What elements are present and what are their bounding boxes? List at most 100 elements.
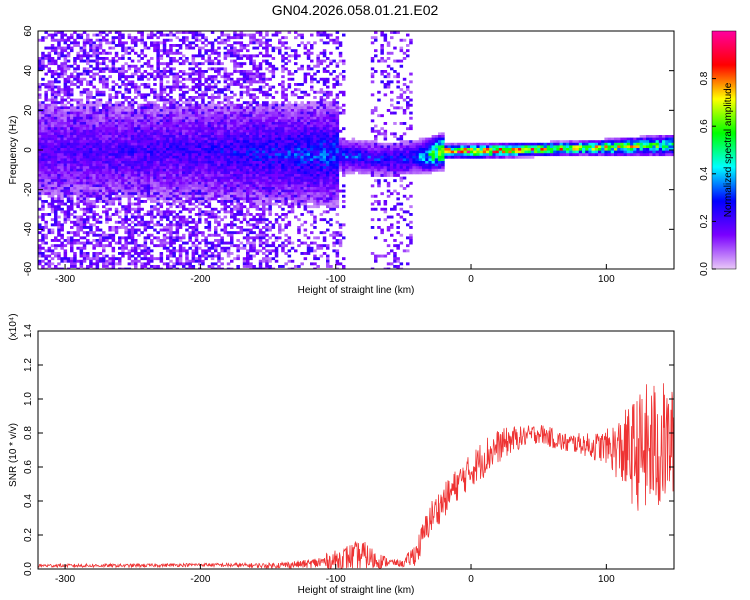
heatmap-cell bbox=[239, 197, 244, 201]
heatmap-cell bbox=[76, 140, 80, 144]
heatmap-cell bbox=[271, 176, 276, 180]
heatmap-cell bbox=[108, 106, 112, 110]
heatmap-cell bbox=[271, 174, 276, 177]
heatmap-cell bbox=[150, 168, 154, 172]
heatmap-cell bbox=[114, 257, 119, 261]
heatmap-cell bbox=[172, 116, 176, 120]
heatmap-cell bbox=[223, 168, 228, 172]
heatmap-cell bbox=[86, 98, 90, 102]
heatmap-cell bbox=[230, 90, 234, 94]
heatmap-cell bbox=[271, 184, 276, 188]
heatmap-cell bbox=[204, 142, 208, 146]
heatmap-cell bbox=[233, 106, 237, 110]
heatmap-cell bbox=[188, 239, 192, 242]
heatmap-cell bbox=[111, 228, 116, 232]
heatmap-cell bbox=[226, 161, 231, 164]
heatmap-cell bbox=[102, 57, 106, 60]
heatmap-cell bbox=[66, 119, 71, 123]
heatmap-cell bbox=[108, 155, 112, 159]
heatmap-cell bbox=[226, 189, 231, 193]
heatmap-cell bbox=[124, 176, 128, 180]
heatmap-cell bbox=[66, 93, 71, 97]
heatmap-cell bbox=[258, 124, 263, 128]
heatmap-cell bbox=[76, 223, 80, 227]
heatmap-cell bbox=[153, 148, 157, 151]
heatmap-cell bbox=[242, 75, 247, 79]
heatmap-cell bbox=[204, 85, 208, 89]
heatmap-cell bbox=[271, 155, 276, 159]
heatmap-cell bbox=[105, 119, 109, 123]
heatmap-cell bbox=[82, 259, 87, 263]
heatmap-cell bbox=[185, 153, 189, 157]
heatmap-cell bbox=[108, 140, 112, 144]
heatmap-cell bbox=[95, 98, 100, 102]
heatmap-cell bbox=[76, 122, 80, 125]
heatmap-cell bbox=[118, 124, 122, 128]
heatmap-cell bbox=[127, 161, 132, 164]
heatmap-cell bbox=[210, 197, 215, 201]
heatmap-cell bbox=[89, 46, 93, 50]
heatmap-cell bbox=[265, 127, 269, 131]
heatmap-cell bbox=[108, 96, 112, 99]
heatmap-cell bbox=[130, 213, 135, 216]
heatmap-cell bbox=[124, 98, 128, 102]
heatmap-cell bbox=[79, 33, 84, 37]
heatmap-cell bbox=[191, 226, 196, 229]
heatmap-cell bbox=[162, 114, 167, 118]
heatmap-cell bbox=[150, 31, 154, 34]
heatmap-cell bbox=[108, 244, 112, 248]
heatmap-cell bbox=[178, 75, 183, 79]
heatmap-cell bbox=[188, 140, 192, 144]
heatmap-cell bbox=[188, 176, 192, 180]
heatmap-cell bbox=[41, 119, 45, 123]
heatmap-cell bbox=[70, 259, 74, 263]
heatmap-cell bbox=[114, 137, 119, 141]
heatmap-cell bbox=[54, 116, 58, 120]
heatmap-cell bbox=[252, 244, 256, 248]
heatmap-cell bbox=[268, 148, 272, 151]
heatmap-cell bbox=[188, 132, 192, 136]
heatmap-cell bbox=[220, 200, 224, 203]
heatmap-cell bbox=[246, 90, 250, 94]
heatmap-cell bbox=[105, 132, 109, 136]
heatmap-cell bbox=[175, 116, 180, 120]
heatmap-cell bbox=[265, 114, 269, 118]
heatmap-cell bbox=[255, 67, 260, 71]
heatmap-cell bbox=[76, 67, 80, 71]
heatmap-cell bbox=[204, 51, 208, 55]
heatmap-cell bbox=[166, 137, 170, 141]
heatmap-cell bbox=[47, 109, 52, 112]
heatmap-cell bbox=[105, 122, 109, 125]
heatmap-cell bbox=[66, 67, 71, 71]
heatmap-cell bbox=[162, 200, 167, 203]
heatmap-cell bbox=[63, 49, 68, 53]
heatmap-cell bbox=[271, 179, 276, 183]
heatmap-cell bbox=[124, 174, 128, 177]
heatmap-cell bbox=[172, 103, 176, 107]
heatmap-cell bbox=[143, 111, 148, 115]
heatmap-cell bbox=[143, 93, 148, 97]
heatmap-cell bbox=[121, 163, 125, 167]
heatmap-cell bbox=[172, 179, 176, 183]
heatmap-cell bbox=[233, 145, 237, 149]
heatmap-cell bbox=[98, 150, 103, 154]
heatmap-cell bbox=[121, 67, 125, 71]
heatmap-cell bbox=[57, 85, 61, 89]
heatmap-cell bbox=[50, 38, 55, 42]
heatmap-cell bbox=[63, 194, 68, 198]
heatmap-cell bbox=[239, 145, 244, 149]
heatmap-cell bbox=[44, 36, 48, 40]
heatmap-cell bbox=[41, 241, 45, 245]
heatmap-cell bbox=[182, 161, 186, 164]
heatmap-cell bbox=[60, 140, 64, 144]
heatmap-cell bbox=[169, 254, 173, 258]
heatmap-cell bbox=[191, 171, 196, 175]
heatmap-cell bbox=[130, 142, 135, 146]
heatmap-cell bbox=[201, 142, 205, 146]
heatmap-cell bbox=[204, 210, 208, 214]
heatmap-cell bbox=[172, 83, 176, 86]
heatmap-cell bbox=[233, 213, 237, 216]
heatmap-cell bbox=[41, 135, 45, 138]
heatmap-cell bbox=[230, 244, 234, 248]
heatmap-cell bbox=[236, 174, 240, 177]
